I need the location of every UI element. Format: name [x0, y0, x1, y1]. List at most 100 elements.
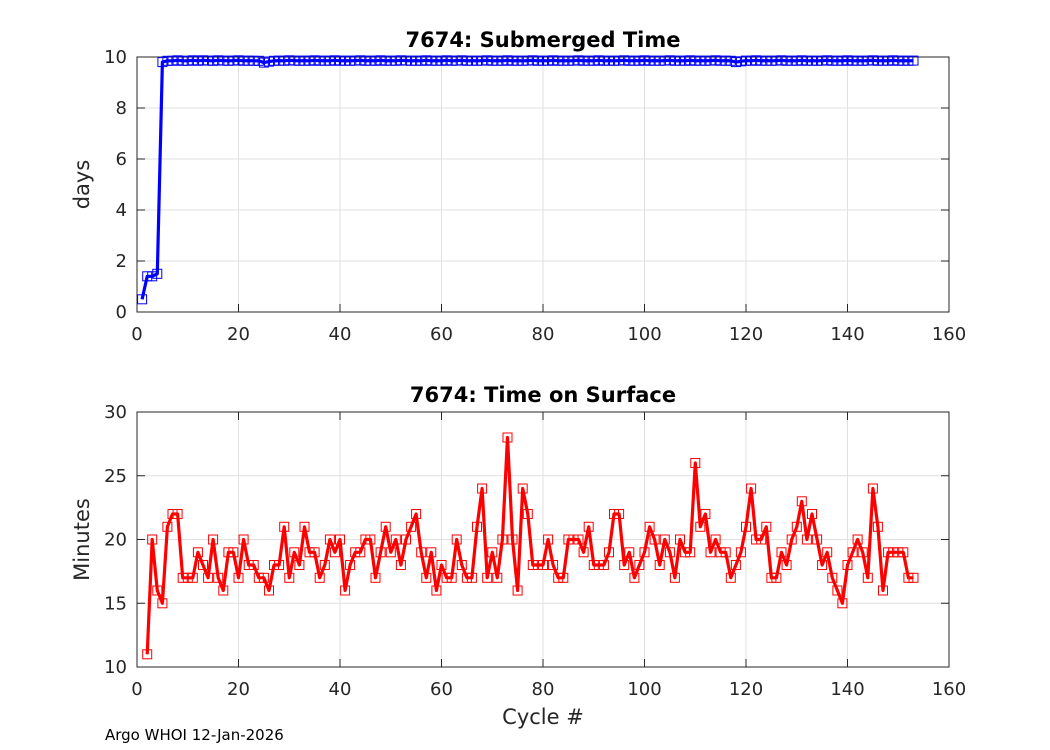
surface-data-point	[558, 572, 569, 583]
surface-x-tick-label: 60	[430, 679, 453, 700]
submerged-data-point	[497, 55, 508, 66]
submerged-data-point	[466, 55, 477, 66]
footer-label: Argo WHOI 12-Jan-2026	[105, 726, 284, 744]
surface-data-point	[390, 534, 401, 545]
submerged-data-point	[822, 55, 833, 66]
submerged-data-point	[903, 55, 914, 66]
surface-data-point	[629, 572, 640, 583]
surface-data-point	[796, 496, 807, 507]
submerged-data-point	[177, 55, 188, 66]
submerged-data-point	[238, 55, 249, 66]
surface-data-point	[436, 560, 447, 570]
surface-data-point	[609, 509, 619, 519]
submerged-data-point	[649, 55, 660, 66]
submerged-data-point	[147, 271, 158, 282]
surface-data-point	[867, 483, 878, 494]
submerged-data-point	[675, 55, 685, 66]
surface-data-point	[801, 534, 812, 545]
submerged-data-point	[786, 55, 797, 66]
surface-data-point	[543, 534, 554, 545]
submerged-data-point	[289, 55, 300, 66]
submerged-data-point	[477, 55, 488, 66]
submerged-data-point	[735, 56, 746, 67]
submerged-data-point	[233, 55, 244, 66]
submerged-data-point	[507, 55, 518, 66]
submerged-y-axis-label: days	[70, 160, 94, 210]
surface-data-point	[720, 547, 731, 558]
surface-data-point	[264, 585, 274, 596]
surface-data-point	[502, 432, 513, 443]
surface-x-tick-label: 160	[932, 679, 966, 700]
surface-data-point	[466, 572, 477, 583]
submerged-data-point	[624, 55, 635, 66]
submerged-data-point	[756, 55, 767, 66]
submerged-data-point	[583, 55, 594, 66]
submerged-y-tick-label: 0	[116, 302, 127, 323]
submerged-data-point	[213, 55, 224, 66]
submerged-data-point	[401, 55, 411, 66]
submerged-data-point	[609, 55, 619, 66]
surface-x-tick-label: 100	[627, 679, 661, 700]
surface-data-point	[812, 534, 823, 545]
submerged-x-tick-label: 60	[430, 324, 453, 345]
submerged-data-point	[426, 55, 437, 66]
surface-data-point	[593, 560, 604, 570]
submerged-data-point	[862, 55, 873, 66]
submerged-data-point	[395, 55, 406, 66]
submerged-data-point	[796, 55, 807, 66]
submerged-data-point	[456, 55, 467, 66]
surface-data-point	[548, 560, 559, 570]
submerged-data-point	[375, 55, 386, 66]
surface-data-point	[908, 572, 919, 583]
surface-data-point	[269, 560, 279, 570]
surface-x-tick-label: 40	[329, 679, 352, 700]
surface-data-point	[482, 572, 493, 583]
surface-data-point	[167, 509, 178, 519]
submerged-data-point	[883, 55, 894, 66]
surface-data-point	[152, 585, 163, 596]
submerged-data-point	[598, 55, 609, 66]
submerged-y-tick-label: 8	[116, 98, 127, 119]
surface-data-point	[669, 572, 680, 583]
surface-data-point	[878, 585, 888, 596]
surface-data-point	[837, 598, 848, 609]
submerged-data-point	[908, 55, 919, 66]
submerged-data-point	[741, 55, 751, 66]
surface-data-point	[238, 534, 249, 545]
surface-data-point	[786, 534, 797, 545]
surface-data-point	[187, 572, 198, 583]
surface-data-point	[319, 560, 330, 570]
surface-data-point	[248, 560, 259, 570]
submerged-data-point	[527, 55, 538, 66]
surface-data-point	[218, 585, 229, 596]
submerged-data-point	[725, 55, 736, 66]
surface-data-point	[649, 534, 660, 545]
submerged-data-point	[355, 55, 366, 66]
surface-data-point	[299, 521, 310, 532]
surface-data-point	[527, 560, 538, 570]
surface-data-point	[192, 547, 203, 558]
submerged-data-point	[350, 55, 361, 66]
surface-data-point	[284, 572, 295, 583]
surface-x-axis-label: Cycle #	[502, 705, 584, 729]
surface-data-point	[852, 534, 863, 545]
submerged-data-point	[715, 55, 726, 66]
surface-data-point	[375, 547, 386, 558]
submerged-data-point	[314, 55, 325, 66]
surface-x-tick-label: 140	[830, 679, 864, 700]
submerged-data-point	[228, 55, 239, 66]
surface-data-point	[233, 572, 244, 583]
submerged-data-point	[492, 55, 503, 66]
submerged-data-point	[659, 55, 670, 66]
surface-data-point	[710, 534, 721, 545]
submerged-data-point	[294, 55, 305, 66]
surface-data-point	[406, 521, 417, 532]
submerged-data-point	[335, 55, 345, 66]
surface-data-point	[705, 547, 716, 558]
surface-data-point	[746, 483, 757, 494]
surface-data-point	[883, 547, 894, 558]
surface-data-point	[619, 560, 630, 570]
submerged-data-point	[248, 55, 259, 66]
surface-data-point	[578, 547, 589, 558]
submerged-data-point	[685, 55, 696, 66]
